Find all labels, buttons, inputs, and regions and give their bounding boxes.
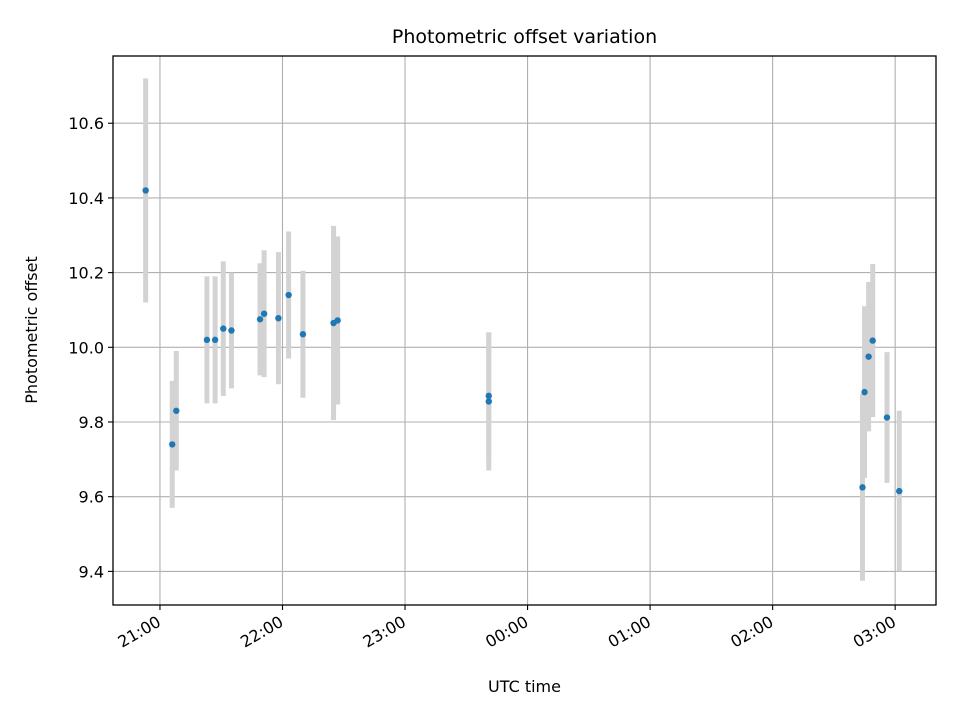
data-point (334, 317, 341, 324)
data-point (896, 487, 903, 495)
plot-frame (112, 55, 937, 606)
y-tick-label: 10.6 (68, 114, 104, 133)
data-point (865, 353, 872, 360)
data-point (260, 310, 268, 317)
y-tick-label: 10.4 (68, 189, 104, 208)
y-tick-label: 10.0 (68, 338, 104, 357)
data-point (173, 407, 180, 414)
data-point (211, 336, 219, 344)
data-point (859, 484, 866, 491)
data-point (142, 187, 149, 194)
y-axis-ticks: 9.4 9.6 9.8 10.0 10.2 10.4 10.6 (68, 114, 113, 581)
chart-title: Photometric offset variation (392, 26, 657, 48)
data-point (861, 388, 868, 396)
y-axis-label: Photometric offset (22, 256, 41, 404)
data-point (228, 327, 235, 334)
data-point (485, 392, 492, 400)
data-point (285, 291, 292, 299)
data-point (203, 336, 211, 344)
data-point (299, 331, 307, 338)
grid (113, 56, 936, 605)
data-point (169, 441, 176, 448)
x-axis-label: UTC time (488, 677, 561, 696)
data-point (883, 414, 891, 421)
y-tick-label: 9.4 (79, 562, 104, 581)
data-point (256, 316, 264, 323)
data-point (869, 337, 876, 344)
data-points (142, 187, 903, 495)
y-tick-label: 10.2 (68, 264, 104, 283)
y-tick-label: 9.8 (79, 413, 104, 432)
data-point (220, 325, 227, 332)
y-tick-label: 9.6 (79, 488, 104, 507)
data-point (485, 398, 492, 405)
data-point (275, 314, 282, 322)
